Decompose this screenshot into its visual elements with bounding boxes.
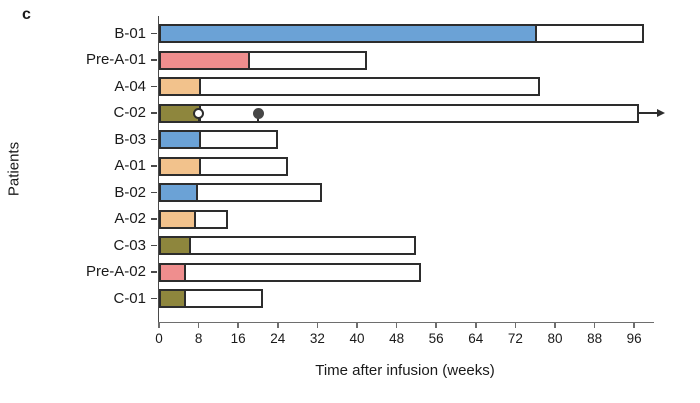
- plot-area: 0 8 16 24 32 40 48 56 64 72 80 88 96: [155, 16, 666, 346]
- x-tick-mark: [435, 322, 437, 328]
- panel-label: c: [22, 6, 31, 23]
- patient-bar-total: [159, 236, 417, 255]
- filled-circle-marker: [252, 107, 264, 119]
- x-tick-mark: [395, 322, 398, 328]
- patient-bar-total: [159, 183, 323, 202]
- y-tick-label: C-01: [113, 289, 146, 307]
- y-tick-label: B-01: [114, 24, 146, 42]
- x-tick-mark: [277, 322, 279, 328]
- patient-bar-colored-segment: [159, 183, 199, 202]
- patient-bar-total: [159, 24, 645, 43]
- x-tick-mark: [554, 322, 556, 328]
- patient-bar-total: [159, 50, 367, 70]
- x-tick-label: 96: [626, 331, 642, 346]
- open-circle-marker: [193, 107, 205, 119]
- y-tick-mark: [150, 271, 157, 273]
- x-tick-mark: [197, 322, 200, 328]
- x-tick-label: 80: [547, 331, 563, 346]
- patient-bar-total: [159, 156, 288, 176]
- x-tick-mark: [356, 322, 358, 328]
- x-tick-label: 48: [389, 331, 405, 346]
- patient-bar-total: [159, 289, 263, 308]
- ongoing-arrow-head: [657, 108, 666, 117]
- patient-bar-colored-segment: [159, 236, 191, 255]
- y-tick-label: A-04: [114, 77, 146, 95]
- y-tick-mark: [150, 138, 157, 141]
- y-tick-label: C-02: [113, 104, 146, 121]
- y-tick-label: B-03: [114, 130, 146, 148]
- x-tick-mark: [316, 322, 319, 328]
- x-tick-label: 40: [349, 331, 365, 346]
- patient-bar-colored-segment: [159, 209, 196, 229]
- y-tick-mark: [150, 244, 157, 247]
- patient-bar-total: [159, 103, 640, 123]
- x-tick-label: 64: [468, 331, 484, 346]
- y-tick-mark: [150, 85, 157, 88]
- y-tick-mark: [150, 165, 157, 167]
- patient-bar-colored-segment: [159, 262, 186, 282]
- x-tick-mark: [475, 322, 477, 328]
- y-tick-mark: [150, 59, 157, 61]
- ongoing-arrow-line: [639, 112, 659, 114]
- y-tick-label: C-03: [113, 236, 146, 254]
- y-tick-label: A-01: [114, 157, 146, 174]
- patient-bar-total: [159, 262, 422, 282]
- x-tick-label: 72: [507, 331, 523, 346]
- x-tick-label: 16: [230, 331, 246, 346]
- x-tick-label: 0: [155, 331, 163, 346]
- y-tick-label: A-02: [114, 210, 146, 227]
- patient-bar-total: [159, 209, 229, 229]
- y-tick-mark: [150, 32, 157, 35]
- patient-bar-colored-segment: [159, 77, 201, 96]
- x-tick-mark: [514, 322, 517, 328]
- patient-bar-total: [159, 77, 541, 96]
- patient-bar-total: [159, 130, 278, 149]
- patient-bar-colored-segment: [159, 24, 538, 43]
- patient-bar-colored-segment: [159, 156, 201, 176]
- patient-bar-colored-segment: [159, 289, 186, 308]
- x-tick-label: 8: [194, 331, 203, 346]
- x-tick-mark: [593, 322, 596, 328]
- x-axis-title: Time after infusion (weeks): [315, 362, 495, 379]
- y-tick-label: Pre-A-02: [85, 263, 146, 280]
- y-tick-label: B-02: [114, 183, 146, 201]
- patient-bar-colored-segment: [159, 130, 201, 149]
- x-tick-mark: [158, 322, 160, 328]
- x-tick-label: 88: [587, 331, 603, 346]
- y-tick-mark: [150, 191, 157, 194]
- x-tick-mark: [237, 322, 239, 328]
- y-tick-mark: [150, 218, 157, 220]
- y-tick-mark: [150, 112, 157, 114]
- x-tick-label: 24: [270, 331, 286, 346]
- x-tick-mark: [633, 322, 635, 328]
- x-tick-label: 56: [428, 331, 444, 346]
- y-tick-mark: [150, 297, 157, 300]
- y-tick-label: Pre-A-01: [85, 51, 146, 68]
- patient-bar-colored-segment: [159, 50, 251, 70]
- x-tick-label: 32: [309, 331, 325, 346]
